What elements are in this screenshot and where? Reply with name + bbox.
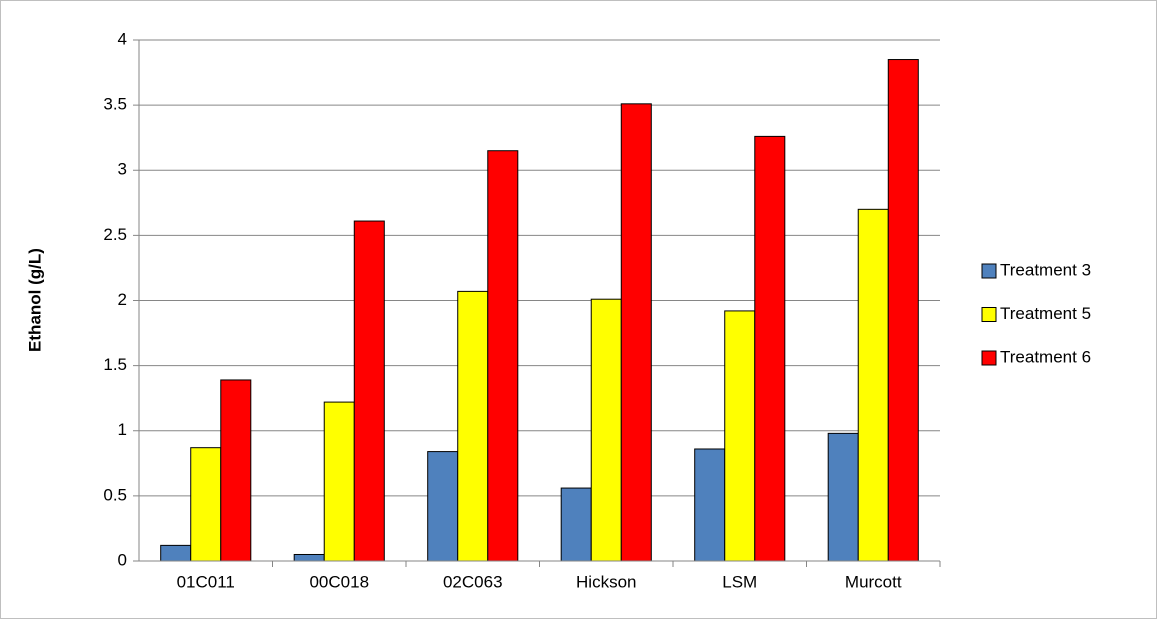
y-tick-label: 2.5: [103, 225, 127, 244]
bar: [857, 208, 889, 562]
y-tick-label: 1: [118, 420, 127, 439]
bar: [160, 544, 192, 562]
bar: [427, 451, 459, 562]
legend-swatch: [981, 263, 997, 279]
bar: [827, 432, 859, 562]
bar: [590, 298, 622, 562]
y-tick-label: 0.5: [103, 485, 127, 504]
bar: [754, 135, 786, 562]
bar: [724, 310, 756, 562]
y-tick-label: 1.5: [103, 355, 127, 374]
x-tick-label: Hickson: [576, 572, 636, 591]
y-tick-label: 2: [118, 290, 127, 309]
y-tick-label: 3.5: [103, 95, 127, 114]
x-tick-label: Murcott: [845, 572, 902, 591]
legend-swatch: [981, 307, 997, 322]
y-axis-title: Ethanol (g/L): [25, 248, 44, 352]
bar: [694, 448, 726, 562]
bar: [457, 290, 489, 562]
bar: [323, 401, 355, 562]
bar: [293, 553, 325, 562]
bar: [560, 487, 592, 562]
legend-label: Treatment 6: [1000, 347, 1091, 366]
bar: [487, 150, 519, 562]
bar: [620, 103, 652, 562]
y-tick-label: 4: [118, 29, 127, 48]
legend-label: Treatment 5: [1000, 304, 1091, 323]
y-tick-label: 0: [118, 550, 127, 569]
bar: [190, 447, 222, 562]
x-tick-label: 01C011: [177, 572, 235, 591]
legend-swatch: [981, 350, 997, 366]
bar: [220, 379, 252, 562]
legend-label: Treatment 3: [1000, 260, 1091, 279]
bar: [353, 220, 385, 562]
y-tick-label: 3: [118, 160, 127, 179]
x-tick-label: 00C018: [309, 572, 369, 591]
x-tick-label: 02C063: [443, 572, 503, 591]
x-tick-label: LSM: [722, 572, 757, 591]
bar: [887, 59, 919, 562]
